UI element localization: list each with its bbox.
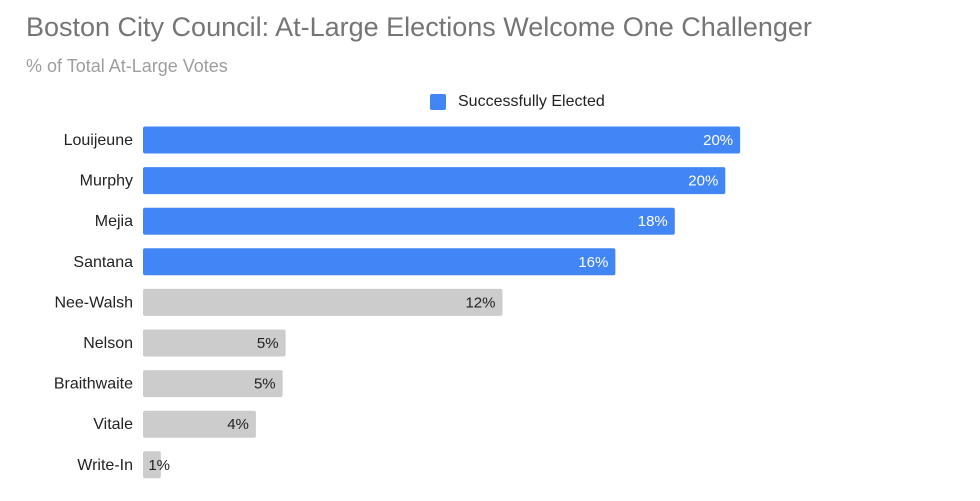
category-label: Murphy bbox=[80, 173, 133, 190]
category-label: Nelson bbox=[83, 335, 133, 352]
bar bbox=[143, 451, 161, 479]
bar bbox=[143, 329, 286, 357]
chart-subtitle: % of Total At-Large Votes bbox=[26, 56, 228, 76]
value-label: 18% bbox=[638, 213, 668, 230]
bar bbox=[143, 288, 503, 316]
category-label: Vitale bbox=[93, 416, 133, 433]
category-label: Braithwaite bbox=[54, 376, 133, 393]
legend: Successfully Elected bbox=[430, 93, 605, 111]
value-label: 5% bbox=[254, 376, 276, 393]
category-label: Louijeune bbox=[64, 132, 134, 149]
category-label: Santana bbox=[73, 254, 133, 271]
legend-swatch-elected bbox=[430, 94, 446, 110]
category-label: Mejia bbox=[95, 213, 133, 230]
bar bbox=[143, 207, 675, 235]
value-label: 4% bbox=[227, 416, 249, 433]
bar bbox=[143, 167, 726, 195]
bar bbox=[143, 410, 256, 438]
legend-label-elected: Successfully Elected bbox=[458, 93, 605, 110]
category-label: Write-In bbox=[77, 457, 133, 474]
value-label: 1% bbox=[148, 457, 170, 474]
value-label: 5% bbox=[257, 335, 279, 352]
value-label: 12% bbox=[465, 294, 495, 311]
value-label: 20% bbox=[703, 132, 733, 149]
value-label: 20% bbox=[688, 173, 718, 190]
bar bbox=[143, 248, 616, 276]
value-label: 16% bbox=[578, 254, 608, 271]
bar bbox=[143, 370, 283, 398]
bar bbox=[143, 126, 741, 154]
category-label: Nee-Walsh bbox=[54, 294, 133, 311]
chart-title: Boston City Council: At-Large Elections … bbox=[26, 12, 812, 42]
